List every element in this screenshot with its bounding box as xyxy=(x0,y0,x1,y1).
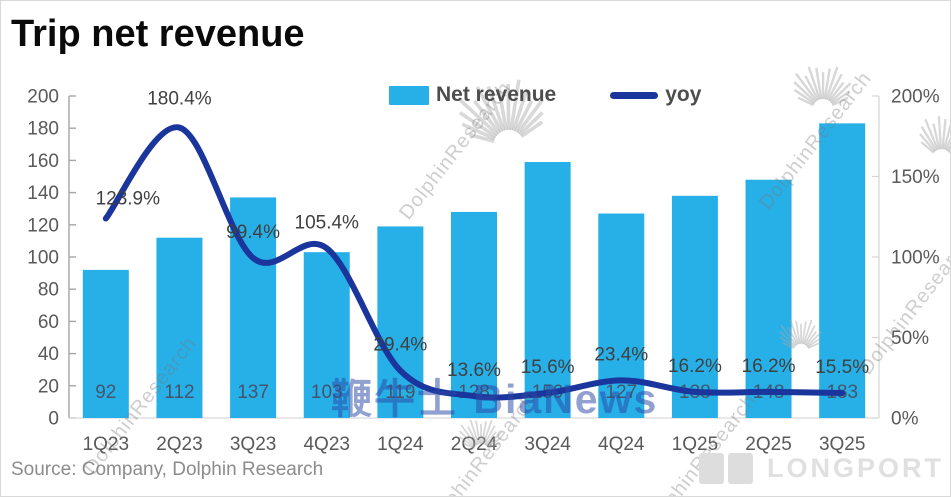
legend-net-revenue-label: Net revenue xyxy=(436,83,557,106)
bar-value-label: 137 xyxy=(237,382,269,403)
right-axis-tick-label: 0% xyxy=(891,409,919,430)
legend-yoy-label: yoy xyxy=(665,83,702,106)
yoy-point-label: 29.4% xyxy=(373,335,427,356)
bar-2q23 xyxy=(156,237,203,418)
chart-legend: Net revenue yoy xyxy=(389,83,701,107)
x-axis-label: 4Q23 xyxy=(303,434,349,455)
bar-1q25 xyxy=(671,195,718,418)
chart-title: Trip net revenue xyxy=(11,13,305,55)
yoy-point-label: 15.6% xyxy=(521,357,575,378)
left-axis-tick-label: 160 xyxy=(27,151,59,172)
x-axis-label: 2Q23 xyxy=(156,434,202,455)
x-axis-label: 1Q23 xyxy=(83,434,129,455)
x-axis-label: 1Q24 xyxy=(377,434,424,455)
yoy-point-label: 23.4% xyxy=(594,344,648,365)
yoy-line xyxy=(102,124,846,401)
yoy-line-swatch xyxy=(610,91,659,99)
left-axis-tick-label: 80 xyxy=(38,280,59,301)
yoy-point-label: 16.2% xyxy=(742,356,796,377)
bar-4q23 xyxy=(303,252,350,418)
yoy-point-label: 105.4% xyxy=(295,212,360,233)
yoy-point-label: 16.2% xyxy=(668,356,722,377)
x-axis-label: 2Q24 xyxy=(451,434,498,455)
yoy-point-label: 180.4% xyxy=(147,89,212,110)
x-axis-label: 4Q24 xyxy=(598,434,645,455)
yoy-point-label: 99.4% xyxy=(226,222,280,243)
left-axis-tick-label: 120 xyxy=(27,215,59,236)
source-note: Source: Company, Dolphin Research xyxy=(11,459,324,480)
left-axis-tick-label: 20 xyxy=(38,376,59,397)
left-axis-tick-label: 0 xyxy=(48,409,59,430)
bar-3q24 xyxy=(524,162,571,418)
right-axis-tick-label: 100% xyxy=(891,248,940,269)
net-revenue-swatch xyxy=(389,85,429,105)
left-axis-tick-label: 140 xyxy=(27,183,59,204)
left-axis-tick-label: 100 xyxy=(27,248,59,269)
bar-3q25 xyxy=(819,123,866,419)
bar-value-label: 119 xyxy=(385,382,415,403)
bar-2q25 xyxy=(745,179,792,418)
x-axis-label: 3Q24 xyxy=(524,434,571,455)
right-axis-tick-label: 50% xyxy=(891,328,929,349)
bar-value-label: 103 xyxy=(311,382,343,403)
yoy-point-label: 15.5% xyxy=(815,357,869,378)
bar-2q24 xyxy=(451,211,497,418)
x-axis-label: 3Q23 xyxy=(230,434,276,455)
left-axis-tick-label: 40 xyxy=(38,344,59,365)
left-axis-tick-label: 60 xyxy=(38,312,59,333)
left-axis-tick-label: 200 xyxy=(27,87,59,108)
x-axis-label: 3Q25 xyxy=(819,434,865,455)
right-axis-tick-label: 150% xyxy=(891,167,940,188)
bar-1q23 xyxy=(82,269,129,418)
bar-value-label: 127 xyxy=(605,382,637,403)
left-axis-tick-label: 180 xyxy=(27,119,59,140)
x-axis-label: 1Q25 xyxy=(672,434,718,455)
yoy-point-label: 123.9% xyxy=(96,189,161,210)
x-axis-label: 2Q25 xyxy=(745,434,791,455)
yoy-point-label: 13.6% xyxy=(447,360,501,381)
right-axis-tick-label: 200% xyxy=(891,87,940,108)
bar-value-label: 112 xyxy=(164,382,194,403)
bar-value-label: 92 xyxy=(95,382,116,403)
